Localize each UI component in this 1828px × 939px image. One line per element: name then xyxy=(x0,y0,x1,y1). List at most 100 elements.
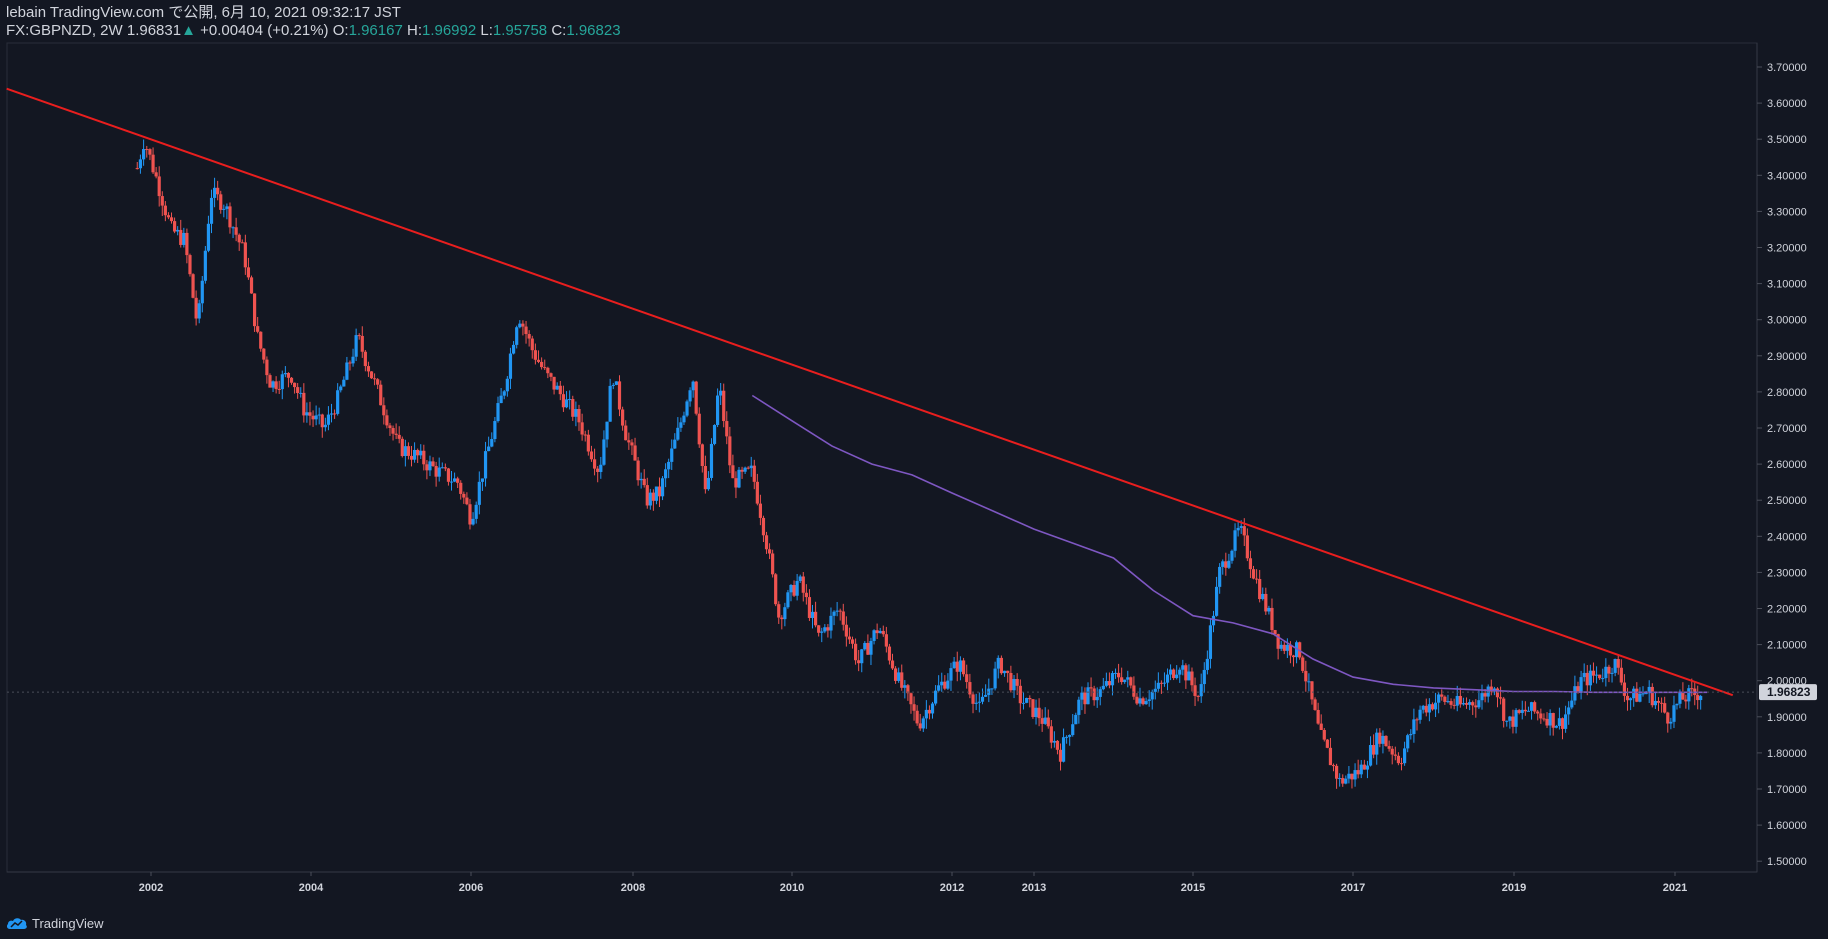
candle-body xyxy=(1116,672,1121,678)
candle-body xyxy=(1464,703,1469,705)
candle-body xyxy=(1625,695,1630,701)
candle-body xyxy=(728,436,732,466)
candle-body xyxy=(823,627,827,632)
ohlc-legend[interactable]: FX:GBPNZD, 2W 1.96831▲ +0.00404 (+0.21%)… xyxy=(6,22,621,40)
candle-body xyxy=(1579,677,1583,693)
candle-body xyxy=(1294,642,1299,658)
candle-body xyxy=(1310,681,1314,700)
candle-body xyxy=(1529,702,1534,711)
candle-body xyxy=(1065,736,1069,738)
candle-body xyxy=(1282,644,1286,651)
candle-body xyxy=(360,335,364,352)
candle-body xyxy=(148,149,152,155)
candle-body xyxy=(820,631,824,633)
candle-body xyxy=(1594,674,1599,676)
candle-body xyxy=(151,154,155,173)
candle-body xyxy=(185,232,189,256)
candle-body xyxy=(897,672,901,681)
last-price-tag: 1.96823 xyxy=(1759,684,1817,701)
candle-body xyxy=(228,206,232,228)
candle-body xyxy=(1267,607,1271,612)
candle-body xyxy=(203,250,207,281)
candle-body xyxy=(1635,688,1639,702)
candle-body xyxy=(1508,716,1512,721)
price-axis[interactable]: 3.70000 3.60000 3.50000 3.40000 3.30000 3.200… xyxy=(1757,62,1807,868)
candle-body xyxy=(197,303,201,319)
candle-body xyxy=(388,425,392,429)
candle-body xyxy=(841,611,845,625)
candle-body xyxy=(1557,718,1562,726)
candle-body xyxy=(639,478,643,481)
candle-body xyxy=(1021,702,1026,704)
candle-body xyxy=(798,576,802,581)
candle-body xyxy=(1325,739,1329,748)
footer-brand[interactable]: TradingView xyxy=(6,916,104,931)
candle-body xyxy=(160,196,164,206)
candlestick-series xyxy=(135,139,1703,789)
time-axis[interactable]: 2002 2004 2006 2008 2010 2012 2013 2015 2017 2019… xyxy=(139,872,1687,894)
candle-body xyxy=(1505,720,1509,722)
candle-body xyxy=(740,469,744,472)
low-label: L: xyxy=(480,22,493,39)
candle-body xyxy=(1489,686,1493,692)
candle-body xyxy=(1068,735,1072,737)
candle-body xyxy=(1681,691,1685,700)
candle-body xyxy=(1365,765,1370,770)
candle-body xyxy=(921,718,925,729)
candle-body xyxy=(416,449,420,456)
candle-body xyxy=(1175,674,1179,679)
resistance-trendline[interactable] xyxy=(6,87,1734,697)
y-tick-label: 2.90000 xyxy=(1767,351,1807,363)
candle-body xyxy=(974,702,978,704)
candle-body xyxy=(530,338,534,351)
candle-body xyxy=(725,421,729,437)
candle-body xyxy=(400,438,404,457)
candle-body xyxy=(496,403,500,422)
candle-body xyxy=(1214,586,1219,616)
candle-body xyxy=(468,504,472,525)
x-tick-label: 2004 xyxy=(299,882,324,894)
candle-body xyxy=(1486,686,1490,697)
candle-body xyxy=(1258,579,1262,600)
candle-body xyxy=(949,668,953,681)
candle-body xyxy=(940,681,944,686)
candle-body xyxy=(850,639,855,644)
candle-body xyxy=(767,549,772,554)
candle-body xyxy=(422,450,426,465)
candle-body xyxy=(1384,735,1388,747)
candle-body xyxy=(191,274,195,298)
candle-body xyxy=(351,356,355,364)
y-tick-label: 3.70000 xyxy=(1767,62,1807,74)
candle-body xyxy=(743,467,747,472)
candle-body xyxy=(777,604,781,618)
candle-body xyxy=(305,412,309,416)
y-tick-label: 1.70000 xyxy=(1767,784,1807,796)
candle-body xyxy=(274,381,278,389)
candle-body xyxy=(1582,672,1586,678)
candle-body xyxy=(1483,693,1487,697)
y-tick-label: 3.50000 xyxy=(1767,134,1807,146)
candle-body xyxy=(946,680,950,689)
candle-body xyxy=(614,381,618,385)
candle-body xyxy=(1403,748,1407,764)
candle-body xyxy=(1040,718,1044,724)
candle-body xyxy=(166,215,171,218)
candle-body xyxy=(1523,709,1527,712)
candle-body xyxy=(477,481,481,505)
candle-body xyxy=(1353,770,1357,780)
candle-body xyxy=(1288,644,1293,656)
candle-body xyxy=(296,387,300,393)
y-tick-label: 2.70000 xyxy=(1767,423,1807,435)
candle-body xyxy=(339,386,343,391)
close-value: 1.96823 xyxy=(566,22,621,39)
candle-body xyxy=(1598,674,1602,679)
candle-body xyxy=(918,723,922,729)
candle-body xyxy=(406,446,411,456)
candle-body xyxy=(1675,703,1679,706)
candle-body xyxy=(1498,697,1503,699)
candle-body xyxy=(1585,672,1589,686)
candle-body xyxy=(490,439,494,447)
candle-body xyxy=(1221,561,1225,567)
symbol-label[interactable]: FX:GBPNZD, 2W xyxy=(6,22,123,39)
